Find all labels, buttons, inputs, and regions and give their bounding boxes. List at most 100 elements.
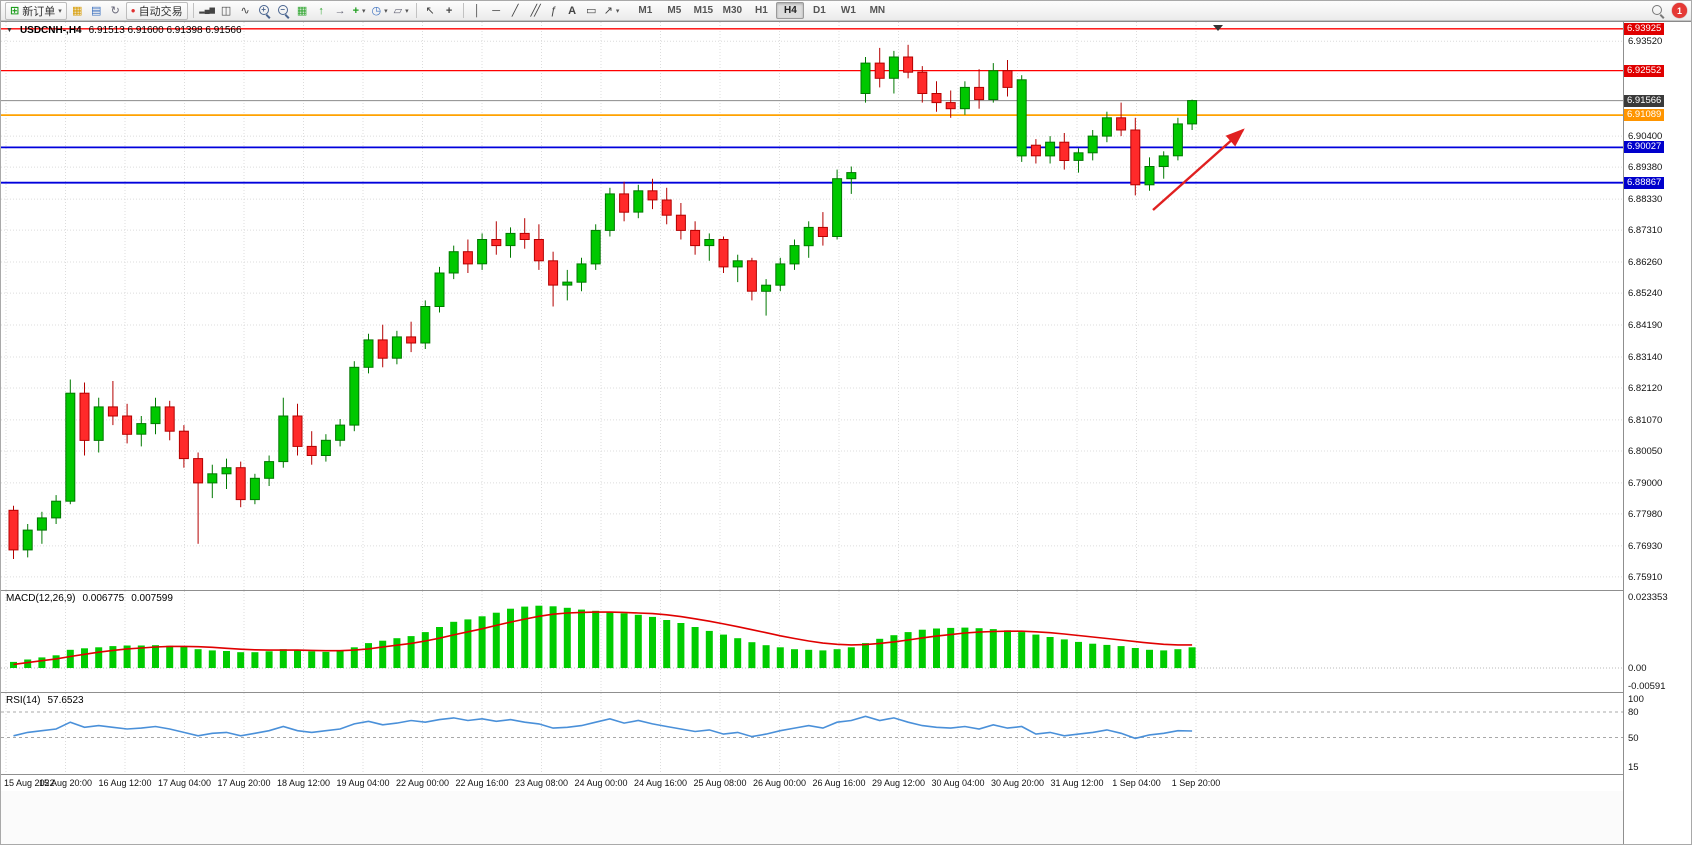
tf-button-M30[interactable]: M30 (722, 5, 743, 16)
notification-badge[interactable]: 1 (1672, 3, 1687, 18)
tf-button-MN[interactable]: MN (869, 5, 886, 16)
bar-chart-mode-icon[interactable]: ▂▄▆ (199, 6, 215, 14)
bottom-empty-area (1, 791, 1691, 844)
clock-icon: ◷ (371, 5, 382, 17)
periods-button[interactable]: ◷ ▾ (370, 3, 390, 19)
template-icon: ▱ (393, 5, 403, 17)
price-line-badge: 6.91566 (1624, 94, 1665, 107)
tf-button-M1[interactable]: M1 (638, 5, 653, 16)
toolbar-separator (462, 3, 464, 18)
horizontal-line-tool-icon[interactable]: ─ (492, 4, 501, 17)
rsi-axis-label: 50 (1628, 732, 1639, 744)
chart-collapse-icon[interactable]: ▼ (6, 27, 13, 34)
tf-button-M15[interactable]: M15 (693, 5, 714, 16)
macd-axis-label: 0.023353 (1628, 592, 1668, 603)
main-chart-pane[interactable]: ▼ USDCNH-,H4 6.91513 6.91600 6.91398 6.9… (1, 22, 1623, 590)
time-axis-label: 25 Aug 08:00 (693, 778, 747, 788)
tf-button-M5[interactable]: M5 (667, 5, 682, 16)
chart-shift-icon[interactable]: → (334, 4, 346, 17)
caret-down-icon: ▾ (615, 7, 620, 15)
price-axis-label: 6.80050 (1628, 446, 1663, 457)
price-axis-label: 6.93520 (1628, 36, 1663, 48)
macd-canvas[interactable] (1, 591, 1623, 692)
zoom-out-sign: − (280, 4, 285, 14)
pane-separator (1, 774, 1691, 775)
price-axis-label: 6.76930 (1628, 540, 1663, 552)
price-axis-label: 6.90400 (1628, 131, 1663, 143)
time-axis-label: 22 Aug 00:00 (395, 778, 450, 788)
price-line-badge: 6.88867 (1624, 176, 1665, 189)
chart-title: ▼ USDCNH-,H4 6.91513 6.91600 6.91398 6.9… (6, 25, 242, 36)
time-axis-label: 29 Aug 12:00 (871, 778, 926, 788)
text-tool-icon[interactable]: A (568, 4, 577, 17)
pane-separator[interactable] (1, 692, 1691, 693)
time-axis-label: 16 Aug 12:00 (98, 778, 152, 788)
rsi-value: 57.6523 (47, 695, 84, 706)
time-axis-label: 22 Aug 16:00 (455, 778, 509, 788)
fibonacci-tool-icon[interactable]: ƒ (550, 4, 557, 17)
zoom-out-icon[interactable]: − (275, 3, 292, 19)
macd-axis-label: 0.00 (1628, 663, 1647, 674)
price-line-badge: 6.92552 (1624, 64, 1665, 77)
time-axis-label: 1 Sep 04:00 (1112, 778, 1161, 788)
caret-down-icon: ▾ (405, 7, 409, 15)
candles-layer (8, 44, 1198, 559)
tf-button-D1[interactable]: D1 (812, 5, 826, 16)
price-axis-label: 6.77980 (1628, 508, 1663, 520)
rsi-pane[interactable]: RSI(14) 57.6523 (1, 693, 1623, 774)
trendline-tool-icon[interactable]: ╱ (511, 4, 519, 17)
autotrading-label: 自动交易 (138, 5, 183, 18)
tf-button-H4[interactable]: H4 (776, 2, 805, 19)
time-axis-label: 17 Aug 04:00 (157, 778, 212, 788)
templates-button[interactable]: ▱ ▾ (392, 3, 411, 19)
search-icon[interactable] (1650, 3, 1666, 19)
macd-axis-label: -0.00591 (1628, 681, 1666, 692)
channel-tool-icon[interactable]: ╱╱ (530, 4, 541, 17)
toolbar-separator (415, 3, 417, 18)
arrow-shape-icon: ↗ (603, 5, 613, 17)
price-axis-label: 6.75910 (1628, 571, 1663, 583)
tile-windows-icon[interactable]: ▦ (296, 4, 308, 17)
time-axis-label: 15 Aug 2022 (4, 778, 55, 788)
market-watch-icon[interactable]: ▤ (91, 4, 102, 17)
macd-signal-line (13, 611, 1193, 666)
add-indicator-button[interactable]: + ▾ (351, 3, 368, 19)
macd-pane[interactable]: MACD(12,26,9) 0.006775 0.007599 (1, 591, 1623, 692)
rsi-canvas[interactable] (1, 693, 1623, 774)
charts-profile-icon[interactable]: ▦ (72, 4, 83, 17)
tf-button-W1[interactable]: W1 (840, 5, 856, 16)
time-axis-label: 17 Aug 20:00 (217, 778, 271, 788)
price-axis[interactable]: 6.93520 6.90400 6.89380 6.88330 6.87310 6.862… (1623, 22, 1691, 844)
price-axis-label: 6.89380 (1628, 162, 1663, 174)
rsi-axis-label: 80 (1628, 707, 1639, 718)
pane-separator[interactable] (1, 590, 1691, 591)
macd-signal-value: 0.007599 (131, 593, 173, 604)
caret-down-icon: ▾ (384, 7, 388, 15)
zoom-in-sign: + (261, 4, 266, 14)
candlestick-mode-icon[interactable]: ◫ (220, 4, 232, 17)
tf-button-H1[interactable]: H1 (754, 5, 768, 16)
auto-scroll-icon[interactable]: ↑ (318, 4, 324, 17)
autotrading-button[interactable]: ● 自动交易 (125, 1, 188, 20)
navigator-icon[interactable]: ↻ (110, 4, 120, 17)
macd-main-value: 0.006775 (82, 593, 125, 604)
autotrading-status-icon: ● (130, 6, 136, 15)
caret-down-icon: ▾ (58, 7, 62, 15)
toolbar-separator (192, 3, 194, 18)
cursor-tool-icon[interactable]: ↖ (425, 4, 435, 17)
new-order-label: 新订单 (22, 5, 56, 18)
line-chart-mode-icon[interactable]: ∿ (240, 4, 250, 17)
rsi-axis-label: 100 (1628, 694, 1644, 705)
crosshair-tool-icon[interactable]: + (445, 4, 453, 17)
zoom-in-icon[interactable]: + (256, 3, 273, 19)
vertical-line-tool-icon[interactable]: │ (473, 4, 481, 17)
price-axis-label: 6.79000 (1628, 477, 1663, 489)
label-tool-icon[interactable]: ▭ (585, 4, 597, 17)
price-line-badge: 6.90027 (1624, 141, 1665, 154)
main-chart-canvas[interactable] (1, 22, 1623, 590)
toolbar-right-group: 1 (1650, 3, 1689, 19)
time-axis[interactable]: 15 Aug 2022 15 Aug 20:00 16 Aug 12:00 17 Au… (1, 775, 1623, 791)
shapes-tool-button[interactable]: ↗ ▾ (602, 3, 622, 19)
price-axis-label: 6.81070 (1628, 414, 1663, 426)
new-order-button[interactable]: ⊞ 新订单 ▾ (5, 1, 67, 20)
